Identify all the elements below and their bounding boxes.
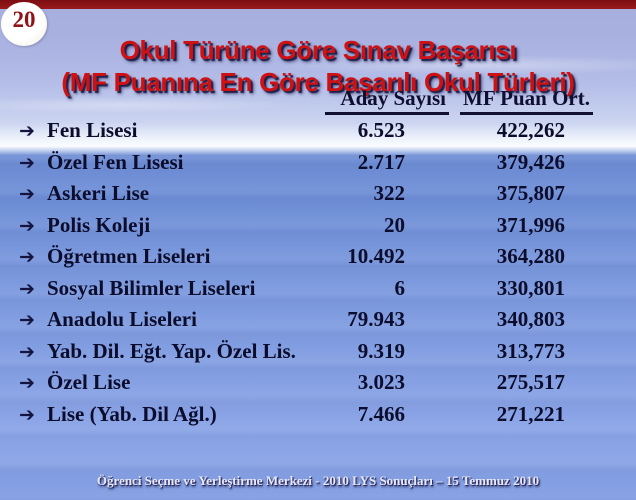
aday-value: 79.943 xyxy=(347,307,405,331)
mf-value: 271,221 xyxy=(496,401,565,426)
school-label: Fen Lisesi xyxy=(47,118,138,142)
table-row: ➔ Öğretmen Liseleri 10.492 364,280 xyxy=(0,244,636,276)
table-row: ➔ Özel Lise 3.023 275,517 xyxy=(0,370,636,402)
table-row: ➔ Lise (Yab. Dil Ağl.) 7.466 271,221 xyxy=(0,402,636,434)
arrow-bullet-icon: ➔ xyxy=(19,246,35,268)
table-row: ➔ Fen Lisesi 6.523 422,262 xyxy=(0,118,636,150)
mf-value: 375,807 xyxy=(496,181,565,205)
mf-value: 371,996 xyxy=(496,212,565,237)
school-label: Askeri Lise xyxy=(47,181,150,205)
aday-value: 20 xyxy=(384,212,405,237)
school-results-table: ➔ Fen Lisesi 6.523 422,262 ➔ Özel Fen Li… xyxy=(0,118,636,433)
slide-title-line2: (MF Puanına En Göre Başarılı Okul Türler… xyxy=(61,67,575,98)
school-label: Özel Fen Lisesi xyxy=(47,149,184,174)
table-header-row: Aday Sayısı MF Puan Ort. xyxy=(0,86,636,115)
slide-number-badge: 20 xyxy=(1,2,47,46)
arrow-bullet-icon: ➔ xyxy=(19,120,35,142)
school-label: Yab. Dil. Eğt. Yap. Özel Lis. xyxy=(47,338,296,363)
aday-value: 322 xyxy=(373,181,406,205)
slide-title-line1: Okul Türüne Göre Sınav Başarısı xyxy=(119,35,517,66)
table-row: ➔ Yab. Dil. Eğt. Yap. Özel Lis. 9.319 31… xyxy=(0,339,636,371)
column-header-aday-sayisi: Aday Sayısı xyxy=(325,86,450,115)
school-label: Lise (Yab. Dil Ağl.) xyxy=(47,401,217,426)
top-accent-bar xyxy=(0,0,636,9)
table-row: ➔ Anadolu Liseleri 79.943 340,803 xyxy=(0,307,636,339)
arrow-bullet-icon: ➔ xyxy=(19,214,35,237)
arrow-bullet-icon: ➔ xyxy=(19,340,35,363)
aday-value: 3.023 xyxy=(357,370,405,394)
arrow-bullet-icon: ➔ xyxy=(19,183,35,205)
mf-value: 422,262 xyxy=(496,118,565,142)
arrow-bullet-icon: ➔ xyxy=(19,403,35,426)
slide-footer: Öğrenci Seçme ve Yerleştirme Merkezi - 2… xyxy=(96,473,540,488)
arrow-bullet-icon: ➔ xyxy=(19,277,35,300)
aday-value: 2.717 xyxy=(357,149,405,174)
aday-value: 6 xyxy=(394,275,406,300)
school-label: Anadolu Liseleri xyxy=(47,307,197,331)
mf-value: 275,517 xyxy=(496,370,565,394)
school-label: Polis Koleji xyxy=(47,212,151,237)
school-label: Sosyal Bilimler Liseleri xyxy=(47,275,256,300)
mf-value: 330,801 xyxy=(496,275,565,300)
aday-value: 9.319 xyxy=(357,338,405,363)
mf-value: 313,773 xyxy=(496,338,565,363)
arrow-bullet-icon: ➔ xyxy=(19,151,35,174)
table-row: ➔ Özel Fen Lisesi 2.717 379,426 xyxy=(0,150,636,182)
arrow-bullet-icon: ➔ xyxy=(19,372,35,394)
mf-value: 340,803 xyxy=(496,307,565,331)
arrow-bullet-icon: ➔ xyxy=(19,309,35,331)
aday-value: 6.523 xyxy=(357,118,405,142)
table-row: ➔ Polis Koleji 20 371,996 xyxy=(0,213,636,245)
slide-number: 20 xyxy=(12,7,36,32)
table-row: ➔ Sosyal Bilimler Liseleri 6 330,801 xyxy=(0,276,636,308)
slide-title: Okul Türüne Göre Sınav Başarısı (MF Puan… xyxy=(0,34,636,98)
mf-value: 379,426 xyxy=(496,149,565,174)
aday-value: 7.466 xyxy=(357,401,405,426)
school-label: Özel Lise xyxy=(47,370,131,394)
school-label: Öğretmen Liseleri xyxy=(47,244,211,268)
mf-value: 364,280 xyxy=(496,244,565,268)
aday-value: 10.492 xyxy=(347,244,405,268)
table-row: ➔ Askeri Lise 322 375,807 xyxy=(0,181,636,213)
column-header-mf-puan-ort: MF Puan Ort. xyxy=(460,86,593,115)
